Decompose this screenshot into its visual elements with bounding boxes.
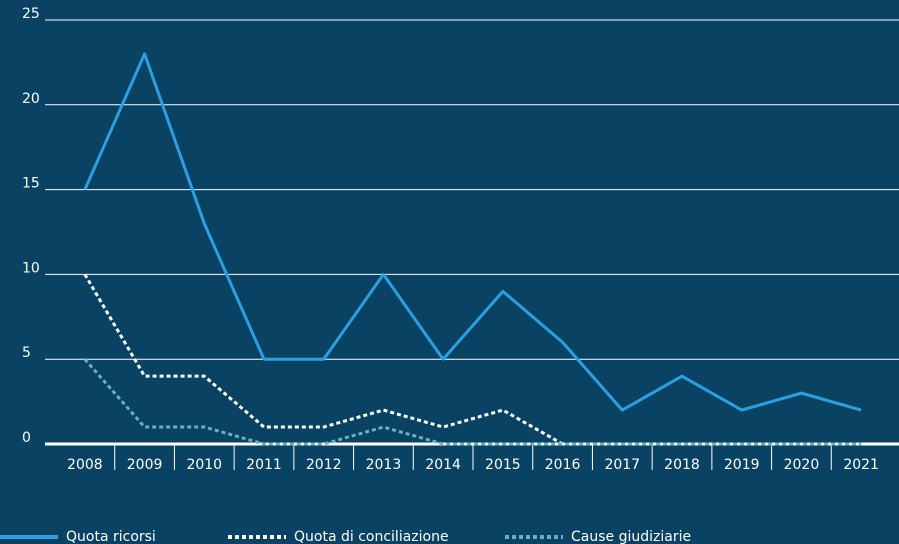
x-tick-label: 2020	[784, 457, 820, 473]
y-tick-label: 25	[22, 6, 40, 22]
x-tick-label: 2016	[545, 457, 581, 473]
series-line	[83, 273, 862, 446]
x-tick-label: 2009	[127, 457, 163, 473]
x-tick-label: 2014	[425, 457, 461, 473]
y-tick-label: 15	[22, 176, 40, 192]
x-tick-label: 2011	[246, 457, 282, 473]
y-tick-label: 5	[22, 345, 31, 361]
x-tick-label: 2013	[366, 457, 402, 473]
x-tick-label: 2019	[724, 457, 760, 473]
legend-label: Quota di conciliazione	[294, 529, 449, 544]
y-tick-label: 20	[22, 91, 40, 107]
series-line	[83, 52, 862, 412]
x-tick-label: 2010	[186, 457, 222, 473]
y-tick-label: 10	[22, 260, 40, 276]
x-tick-label: 2008	[67, 457, 103, 473]
legend-label: Quota ricorsi	[66, 529, 156, 544]
x-tick-label: 2017	[604, 457, 640, 473]
legend-label: Cause giudiziarie	[571, 529, 691, 544]
x-tick-label: 2018	[664, 457, 700, 473]
x-tick-label: 2012	[306, 457, 342, 473]
x-tick-label: 2021	[843, 457, 879, 473]
y-tick-label: 0	[22, 430, 31, 446]
x-tick-label: 2015	[485, 457, 521, 473]
